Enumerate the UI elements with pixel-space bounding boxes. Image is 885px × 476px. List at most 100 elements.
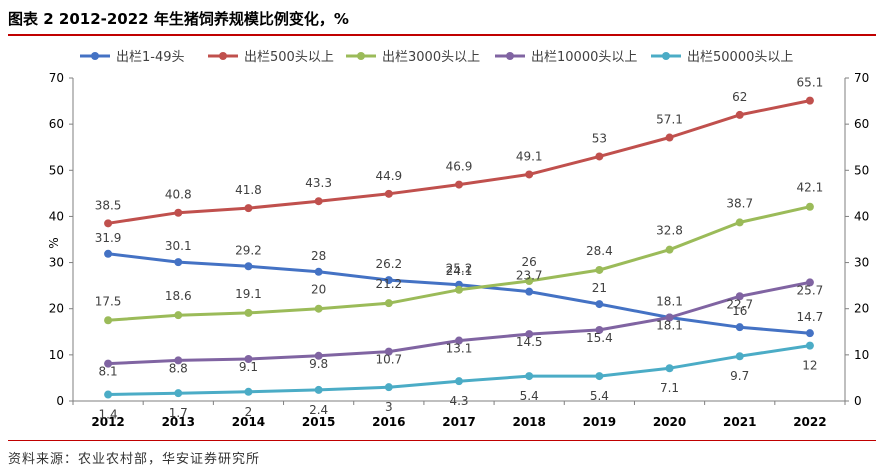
legend-marker (91, 52, 99, 60)
x-tick-label: 2015 (302, 415, 335, 429)
data-label: 15.4 (586, 331, 613, 345)
data-label: 28.4 (586, 244, 613, 258)
right-y-tick-label: 0 (854, 394, 862, 408)
data-label: 18.6 (165, 289, 192, 303)
right-y-tick-label: 70 (854, 71, 869, 85)
x-tick-label: 2014 (232, 415, 265, 429)
data-point (595, 265, 604, 274)
data-label: 53 (592, 131, 607, 145)
legend-label: 出栏50000头以上 (687, 50, 793, 65)
legend-marker (357, 52, 365, 60)
data-point (314, 197, 323, 206)
data-point (735, 292, 744, 301)
data-label: 25.2 (446, 262, 473, 276)
right-y-tick-label: 60 (854, 117, 869, 131)
data-point (384, 383, 393, 392)
left-y-tick-label: 20 (49, 302, 64, 316)
left-y-tick-label: 60 (49, 117, 64, 131)
data-label: 16 (732, 304, 747, 318)
data-point (805, 341, 814, 350)
legend: 出栏1-49头 出栏500头以上 出栏3000头以上 出栏10000头以上 出栏5000… (80, 50, 793, 65)
data-point (805, 202, 814, 211)
data-point (595, 300, 604, 309)
data-point (805, 96, 814, 105)
right-y-tick-label: 50 (854, 163, 869, 177)
data-label: 43.3 (305, 176, 332, 190)
data-point (104, 359, 113, 368)
data-point (174, 356, 183, 365)
data-point (174, 389, 183, 398)
left-y-tick-label: 50 (49, 163, 64, 177)
data-label: 18.1 (656, 294, 683, 308)
data-label: 3 (385, 400, 393, 414)
x-tick-label: 2020 (653, 415, 686, 429)
data-label: 2 (245, 405, 253, 419)
data-label: 42.1 (797, 181, 824, 195)
data-point (174, 258, 183, 267)
data-label: 9.8 (309, 357, 328, 371)
data-point (525, 277, 534, 286)
data-label: 41.8 (235, 183, 262, 197)
data-point (455, 336, 463, 345)
data-label: 28 (311, 249, 326, 263)
y-axis-label: % (47, 237, 61, 248)
data-point (525, 330, 534, 339)
data-label: 1.4 (99, 408, 118, 422)
x-tick-label: 2022 (793, 415, 826, 429)
data-point (805, 278, 814, 287)
x-tick-label: 2013 (162, 415, 195, 429)
data-label: 2.4 (309, 403, 328, 417)
data-label: 26.2 (375, 257, 402, 271)
legend-marker (506, 52, 514, 60)
data-point (244, 355, 253, 364)
data-label: 17.5 (95, 294, 122, 308)
data-label: 24.1 (446, 264, 473, 278)
data-point (104, 219, 113, 228)
data-label: 7.1 (660, 381, 679, 395)
data-label: 21 (592, 281, 607, 295)
x-tick-label: 2012 (91, 415, 124, 429)
data-label: 31.9 (95, 231, 122, 245)
data-label: 13.1 (446, 342, 473, 356)
data-label: 38.5 (95, 198, 122, 212)
data-label: 62 (732, 90, 747, 104)
data-point (595, 152, 604, 161)
data-point (384, 276, 393, 285)
data-label: 5.4 (520, 389, 539, 403)
figure-title: 图表 2 2012-2022 年生猪饲养规模比例变化，% (8, 10, 349, 28)
right-y-tick-label: 30 (854, 256, 869, 270)
data-point (244, 262, 253, 271)
data-point (174, 208, 183, 217)
data-label: 8.1 (99, 365, 118, 379)
left-y-tick-label: 40 (49, 209, 64, 223)
data-point (735, 110, 744, 119)
data-point (665, 364, 674, 373)
data-label: 14.5 (516, 335, 543, 349)
left-y-tick-label: 70 (49, 71, 64, 85)
data-label: 44.9 (375, 169, 402, 183)
data-point (525, 287, 534, 296)
data-label: 30.1 (165, 239, 192, 253)
data-label: 65.1 (797, 76, 824, 90)
legend-label: 出栏1-49头 (116, 50, 185, 65)
legend-label: 出栏10000头以上 (531, 50, 637, 65)
legend-label: 出栏3000头以上 (382, 50, 480, 65)
data-label: 9.1 (239, 360, 258, 374)
data-point (455, 377, 463, 386)
data-label: 20 (311, 283, 326, 297)
data-point (384, 189, 393, 198)
data-point (314, 267, 323, 276)
x-tick-label: 2021 (723, 415, 756, 429)
data-point (665, 245, 674, 254)
data-point (384, 299, 393, 308)
data-point (104, 390, 113, 399)
data-label: 19.1 (235, 287, 262, 301)
data-label: 25.7 (797, 283, 824, 297)
source-note: 资料来源：农业农村部，华安证券研究所 (8, 452, 261, 467)
data-label: 21.2 (375, 277, 402, 291)
data-label: 38.7 (726, 196, 753, 210)
data-point (455, 285, 463, 294)
